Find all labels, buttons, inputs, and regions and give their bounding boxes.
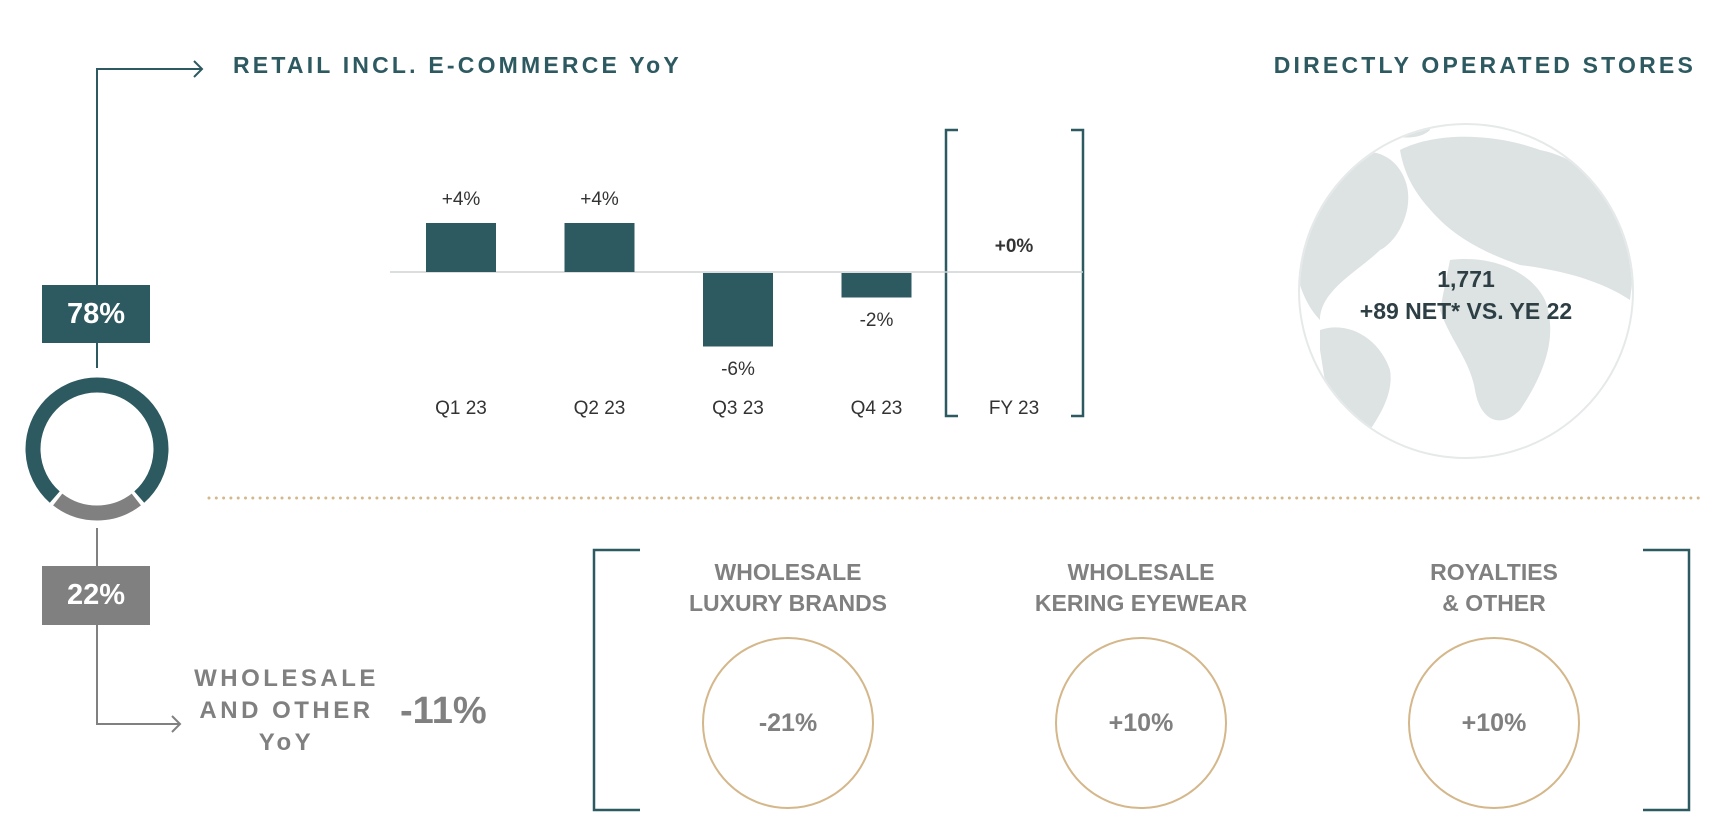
category-label: FY 23 [988, 398, 1040, 419]
share-donut [25, 377, 169, 521]
donut-retail-segment [25, 377, 169, 503]
category-label: Q4 23 [850, 398, 903, 419]
store-net-change: +89 NET* VS. YE 22 [1359, 298, 1573, 324]
title-line: & OTHER [1442, 590, 1546, 616]
globe-icon [1298, 123, 1634, 459]
bar-value-label: +4% [441, 189, 481, 210]
label-line: WHOLESALE [194, 665, 379, 692]
breakdown-title: WHOLESALE LUXURY BRANDS [638, 557, 938, 619]
bar-q4-23 [841, 273, 912, 298]
category-label: Q3 23 [712, 398, 764, 419]
title-line: KERING EYEWEAR [1034, 590, 1248, 616]
bar-q3-23 [703, 273, 773, 347]
retail-arrow-line [96, 68, 202, 368]
breakdown-value-circle: +10% [1408, 637, 1580, 809]
title-line: LUXURY BRANDS [688, 590, 888, 616]
stores-title: DIRECTLY OPERATED STORES [1273, 52, 1696, 78]
stores-summary: 1,771 +89 NET* VS. YE 22 [1316, 263, 1616, 327]
category-label: Q2 23 [573, 398, 626, 419]
store-count: 1,771 [1437, 266, 1495, 292]
wholesale-label: WHOLESALE AND OTHER YoY [189, 663, 384, 759]
retail-bar-chart [390, 223, 1083, 347]
bar-q2-23 [564, 223, 635, 272]
label-line: AND OTHER [199, 697, 374, 724]
retail-share-badge: 78% [42, 285, 150, 343]
breakdown-title: ROYALTIES & OTHER [1344, 557, 1644, 619]
wholesale-yoy-value: -11% [400, 690, 487, 732]
breakdown-bracket [592, 548, 1691, 812]
breakdown-value-circle: +10% [1055, 637, 1227, 809]
wholesale-share-badge: 22% [42, 566, 150, 625]
bar-value-label: +4% [580, 189, 619, 210]
bar-value-label: -6% [721, 358, 755, 380]
fy-value-label: +0% [994, 236, 1034, 257]
title-line: WHOLESALE [714, 559, 862, 585]
title-line: ROYALTIES [1430, 559, 1558, 585]
wholesale-arrow-line [96, 528, 180, 725]
bar-value-label: -2% [859, 309, 894, 331]
category-label: Q1 23 [435, 398, 487, 419]
label-line: YoY [258, 729, 315, 756]
breakdown-value-circle: -21% [702, 637, 874, 809]
breakdown-title: WHOLESALE KERING EYEWEAR [991, 557, 1291, 619]
bar-q1-23 [426, 223, 496, 272]
fy-bracket [944, 128, 1085, 418]
arrow-head-icon [193, 60, 204, 78]
retail-title: RETAIL INCL. E-COMMERCE YoY [233, 52, 682, 78]
donut-wholesale-segment [53, 493, 141, 521]
arrow-head-icon [171, 715, 182, 733]
title-line: WHOLESALE [1067, 559, 1215, 585]
